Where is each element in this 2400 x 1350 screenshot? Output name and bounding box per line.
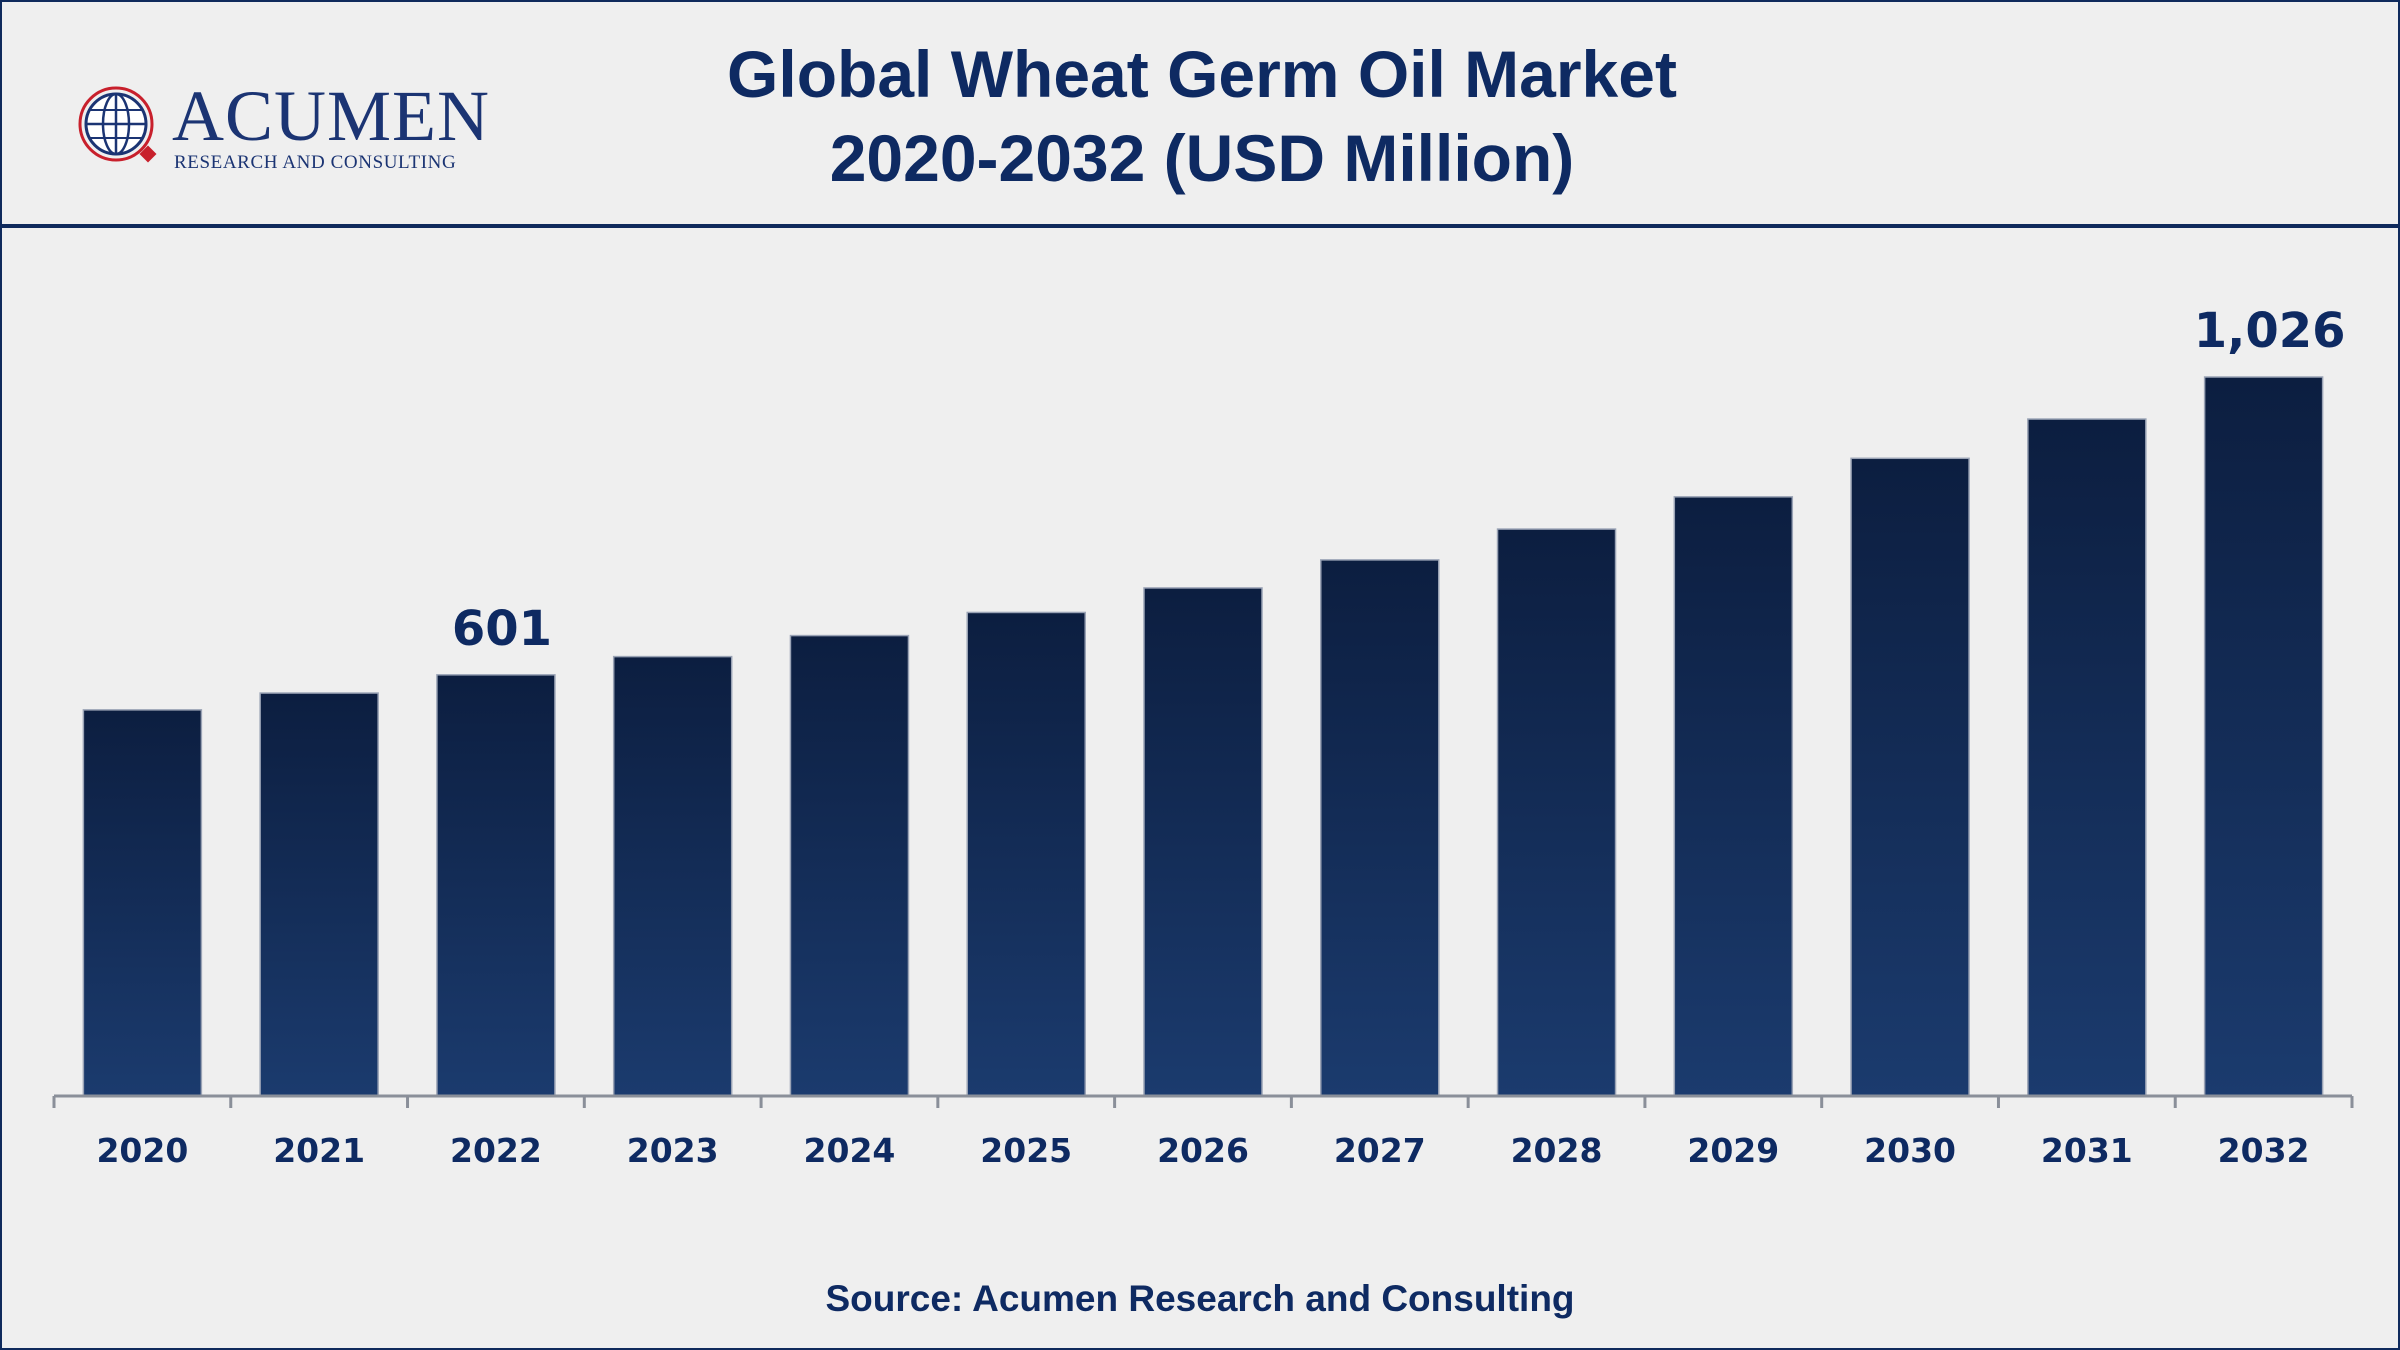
header: ACUMEN RESEARCH AND CONSULTING Global Wh… [2, 2, 2398, 228]
bar-2024 [789, 634, 910, 1097]
x-tick-label: 2022 [450, 1131, 542, 1170]
chart-title-line1: Global Wheat Germ Oil Market [727, 37, 1677, 111]
x-tick-label: 2026 [1157, 1131, 1249, 1170]
bar-2028 [1496, 528, 1617, 1097]
x-tick-label: 2024 [804, 1131, 896, 1170]
source-note: Source: Acumen Research and Consulting [825, 1278, 1575, 1319]
x-tick-label: 2030 [1864, 1131, 1956, 1170]
bar-2026 [1143, 587, 1263, 1097]
bar-2031 [2027, 418, 2147, 1097]
x-tick-label: 2028 [1511, 1131, 1603, 1170]
x-tick-label: 2021 [273, 1131, 365, 1170]
bar-2027 [1320, 559, 1440, 1097]
data-labels-group: 601 1,026 [452, 303, 2346, 657]
x-tick-label: 2031 [2041, 1131, 2133, 1170]
x-tick-label: 2027 [1334, 1131, 1426, 1170]
x-tick-label: 2032 [2218, 1131, 2310, 1170]
x-tick-label: 2025 [980, 1131, 1072, 1170]
data-label-2032: 1,026 [2194, 303, 2346, 359]
bar-2021 [259, 692, 379, 1097]
bar-2032 [2203, 376, 2324, 1097]
globe-icon [78, 86, 157, 163]
data-label-2022: 601 [452, 601, 552, 657]
bars-group [82, 376, 2324, 1097]
bar-2023 [612, 655, 733, 1097]
chart-title: Global Wheat Germ Oil Market 2020-2032 (… [502, 32, 1902, 200]
bar-2020 [82, 709, 203, 1097]
logo-name: ACUMEN [172, 76, 491, 156]
bar-2029 [1673, 496, 1794, 1097]
chart-title-line2: 2020-2032 (USD Million) [829, 121, 1575, 195]
bar-2022 [436, 674, 556, 1097]
x-tick-label: 2023 [627, 1131, 719, 1170]
acumen-logo: ACUMEN RESEARCH AND CONSULTING [76, 76, 489, 176]
x-axis: 2020 2021 2022 2023 2024 2025 2026 2027 2028 2029… [52, 1094, 2354, 1170]
bar-2025 [966, 611, 1086, 1097]
bar-2030 [1850, 457, 1970, 1097]
logo-tagline: RESEARCH AND CONSULTING [174, 152, 457, 173]
x-tick-label: 2029 [1687, 1131, 1779, 1170]
x-tick-label: 2020 [96, 1131, 188, 1170]
